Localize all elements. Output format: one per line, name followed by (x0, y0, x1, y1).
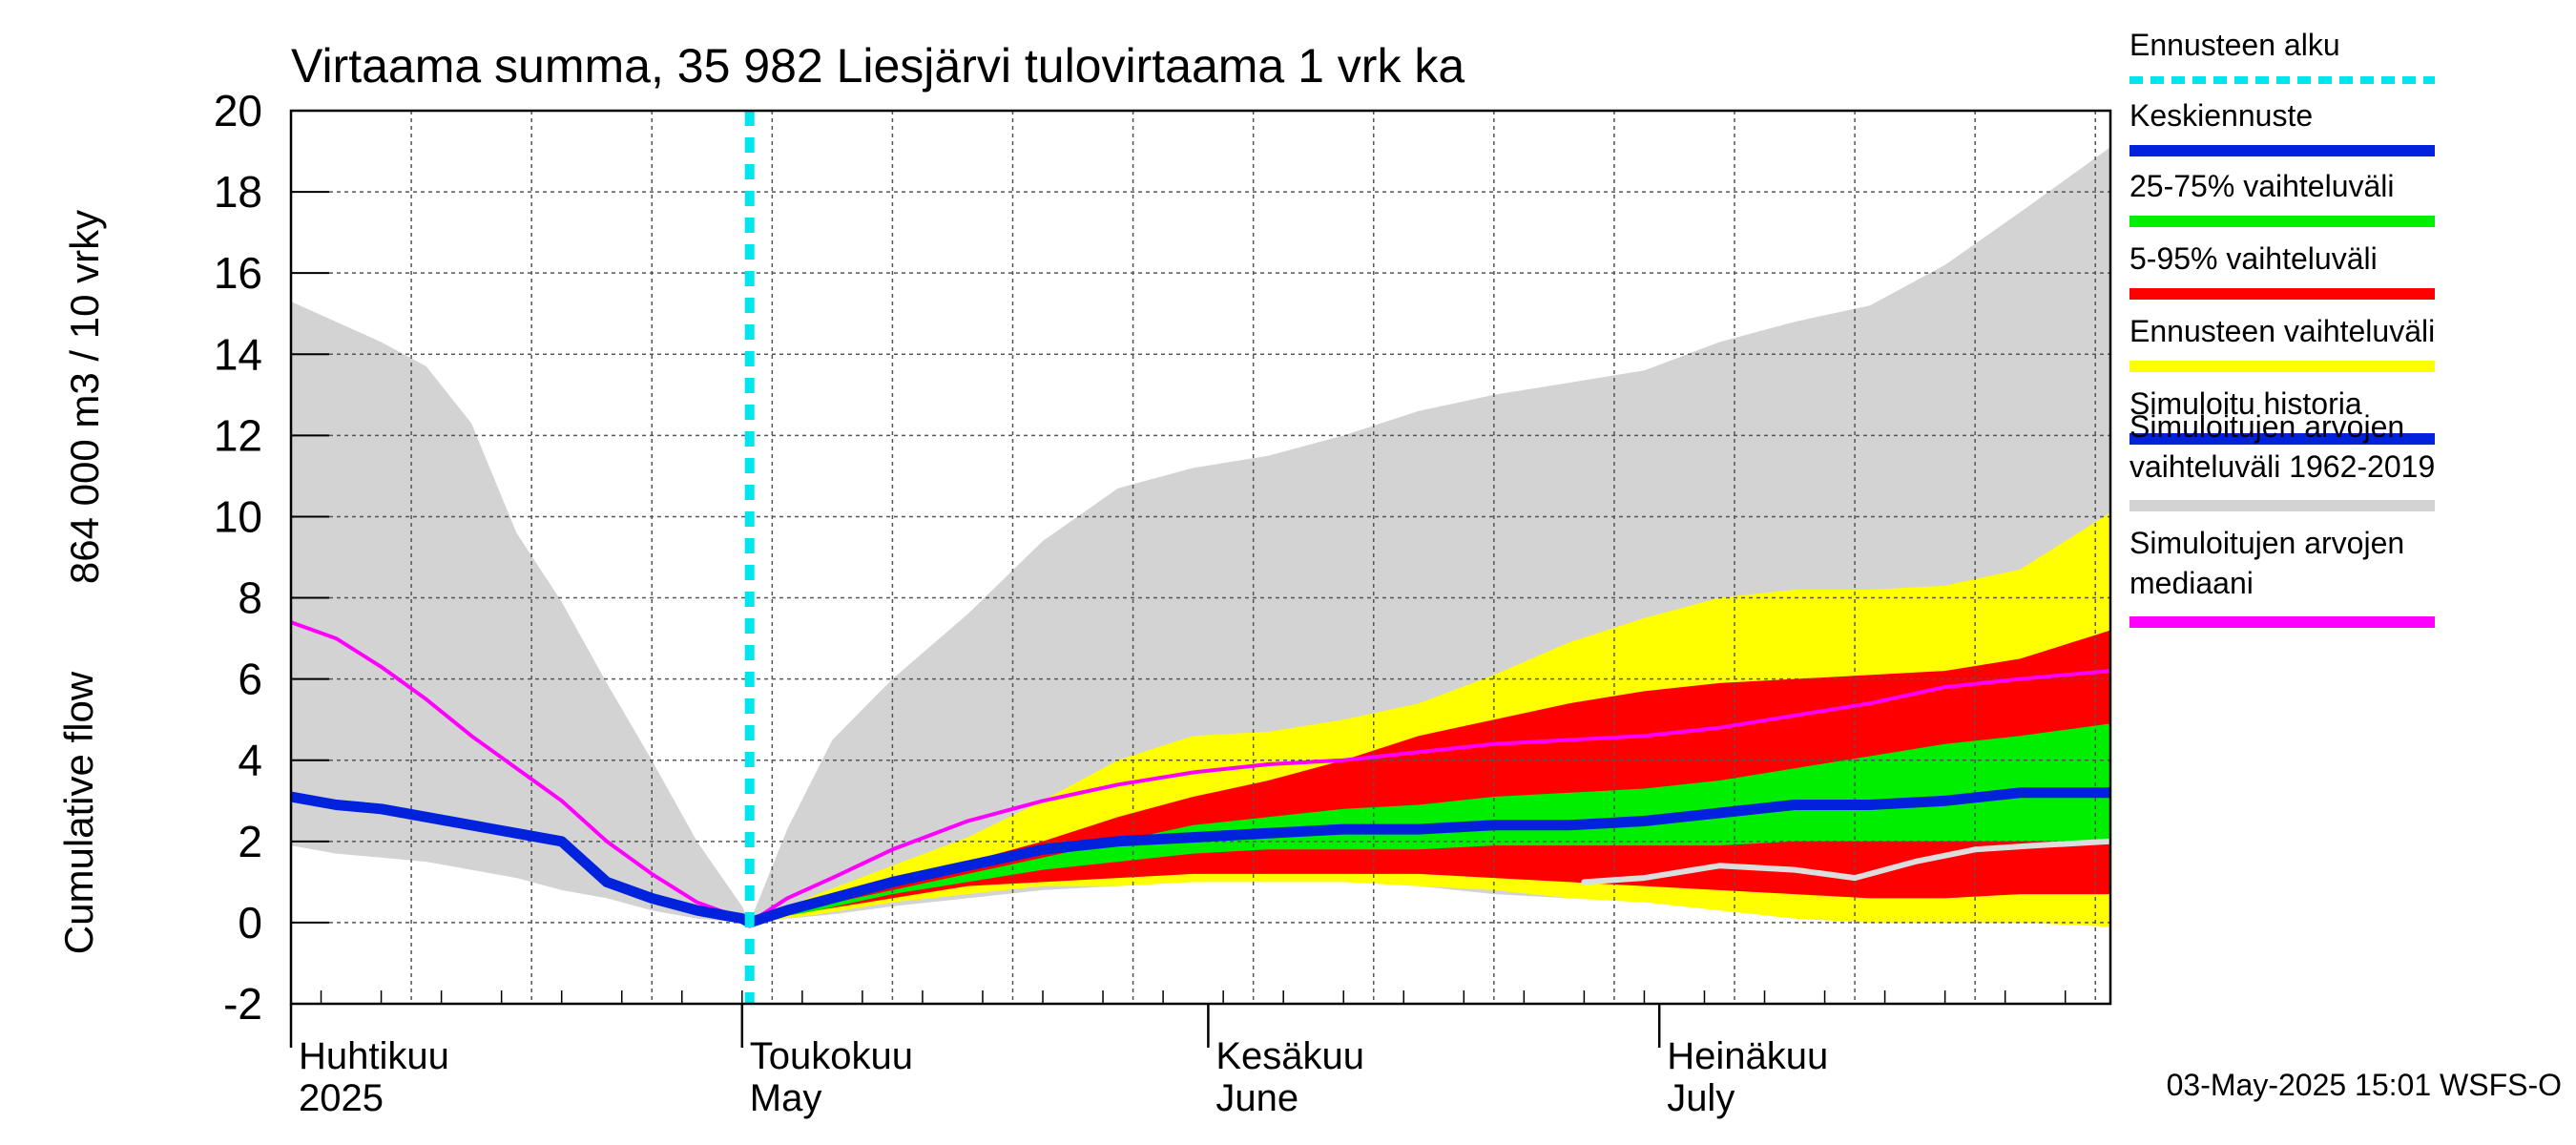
month-label-en: June (1215, 1077, 1298, 1119)
legend-label: Keskiennuste (2129, 98, 2313, 133)
legend-label-line: Simuloitujen arvojen (2129, 409, 2404, 444)
legend-label-line: vaihteluväli 1962-2019 (2129, 449, 2435, 484)
month-label-en: July (1667, 1077, 1735, 1119)
chart-title: Virtaama summa, 35 982 Liesjärvi tulovir… (291, 39, 1465, 93)
y-tick-label: 6 (238, 655, 262, 704)
month-label-fi: Huhtikuu (299, 1035, 449, 1077)
month-label-fi: Kesäkuu (1215, 1035, 1364, 1077)
legend-label: Ennusteen alku (2129, 28, 2340, 62)
y-tick-label: 14 (214, 329, 262, 379)
y-tick-label: 4 (238, 736, 262, 785)
y-tick-label: 8 (238, 573, 262, 623)
y-tick-label: 18 (214, 167, 262, 217)
band-p25_75 (749, 723, 2110, 923)
legend-label: Simuloitu historia (2129, 386, 2362, 421)
legend-label: Simuloitujen arvojen vaihteluväli 1962-20… (2129, 409, 2435, 484)
line-history_sim (1581, 838, 2110, 885)
y-tick-label: 0 (238, 898, 262, 947)
bands (291, 147, 2110, 927)
month-label-en: May (750, 1077, 822, 1119)
y-tick-label: 10 (214, 491, 262, 541)
y-tick-label: 16 (214, 248, 262, 298)
timestamp: 03-May-2025 15:01 WSFS-O (2167, 1068, 2562, 1102)
legend-label-line: mediaani (2129, 566, 2254, 600)
month-label-fi: Heinäkuu (1667, 1035, 1828, 1077)
plot-frame (289, 109, 2112, 1006)
month-label-en: 2025 (299, 1077, 384, 1119)
y-tick-label: 20 (214, 86, 262, 135)
line-mean_forecast (291, 787, 2110, 928)
y-tick-label: -2 (223, 979, 262, 1029)
lines (291, 620, 2110, 928)
y-tick-label: 2 (238, 817, 262, 866)
legend: Ennusteen alku Keskiennuste 25-75% vaihtel… (2129, 28, 2435, 628)
legend-label: 25-75% vaihteluväli (2129, 169, 2395, 203)
line-history_median (291, 620, 2110, 925)
legend-label: 5-95% vaihteluväli (2129, 241, 2378, 276)
y-axis-label-secondary: Cumulative flow (56, 671, 101, 954)
legend-label-line: Simuloitujen arvojen (2129, 526, 2404, 560)
legend-label: Ennusteen vaihteluväli (2129, 314, 2435, 348)
y-axis-label-primary: 864 000 m3 / 10 vrky (62, 210, 107, 584)
legend-label: Simuloitujen arvojen mediaani (2129, 526, 2404, 600)
y-tick-label: 12 (214, 410, 262, 460)
month-label-fi: Toukokuu (750, 1035, 913, 1077)
